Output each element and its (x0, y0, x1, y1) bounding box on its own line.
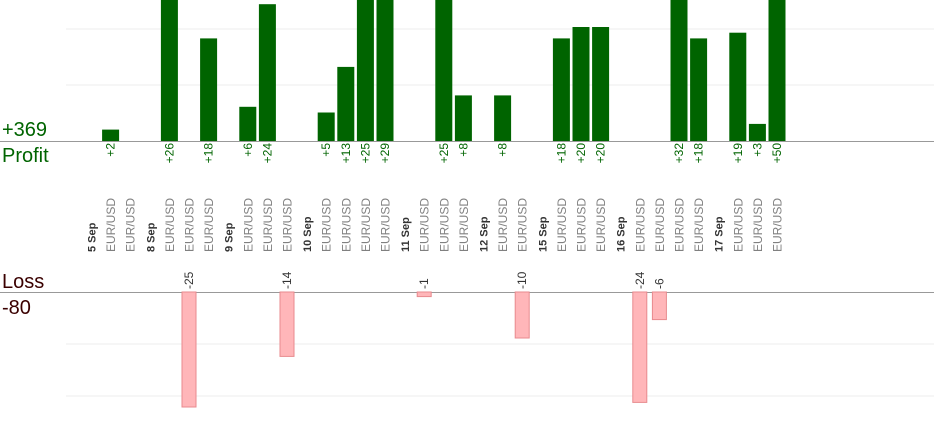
symbol-label: EUR/USD (359, 198, 373, 252)
profit-value-label: +32 (672, 143, 686, 164)
profit-bar (552, 38, 570, 141)
symbol-label: EUR/USD (594, 198, 608, 252)
profit-bar (102, 129, 120, 141)
symbol-label: EUR/USD (653, 198, 667, 252)
symbol-label: EUR/USD (555, 198, 569, 252)
symbol-label: EUR/USD (771, 198, 785, 252)
profit-value-label: +8 (456, 143, 470, 157)
date-label: 10 Sep (302, 216, 314, 252)
symbol-label: EUR/USD (339, 198, 353, 252)
profit-bar (356, 0, 374, 141)
profit-bar (494, 95, 512, 141)
symbol-label: EUR/USD (124, 198, 138, 252)
profit-value-label: +6 (241, 143, 255, 157)
profit-value-label: +2 (104, 143, 118, 157)
profit-bar (337, 66, 355, 141)
profit-bar (592, 27, 610, 141)
loss-value-label: -25 (182, 271, 196, 289)
profit-value-label: +20 (594, 143, 608, 164)
symbol-label: EUR/USD (575, 198, 589, 252)
loss-value-label: -6 (652, 278, 666, 289)
date-label: 15 Sep (537, 216, 549, 252)
profit-value-label: +3 (750, 143, 764, 157)
date-label: 16 Sep (616, 216, 628, 252)
profit-value-label: +8 (496, 143, 510, 157)
profit-label: Profit (2, 145, 49, 167)
profit-bar (748, 123, 766, 141)
profit-bar (670, 0, 688, 141)
symbol-label: EUR/USD (320, 198, 334, 252)
profit-bar (690, 38, 708, 141)
symbol-label: EUR/USD (633, 198, 647, 252)
profit-bar (454, 95, 472, 141)
symbol-label: EUR/USD (183, 198, 197, 252)
date-label: 9 Sep (224, 222, 236, 252)
symbol-label: EUR/USD (241, 198, 255, 252)
profit-value-label: +18 (554, 143, 568, 164)
profit-bar (317, 112, 335, 141)
profit-value-label: +50 (770, 143, 784, 164)
loss-bar (514, 291, 530, 339)
loss-value-label: -14 (280, 271, 294, 289)
date-label: 12 Sep (479, 216, 491, 252)
profit-value-label: +18 (692, 143, 706, 164)
profit-value-label: +18 (202, 143, 216, 164)
symbol-label: EUR/USD (516, 198, 530, 252)
profit-total: +369 (2, 119, 48, 141)
loss-bar (279, 291, 295, 357)
symbol-label: EUR/USD (731, 198, 745, 252)
symbol-label: EUR/USD (104, 198, 118, 252)
profit-bar (258, 4, 276, 142)
symbol-label: EUR/USD (261, 198, 275, 252)
loss-value-label: -1 (417, 278, 431, 289)
profit-value-label: +13 (339, 143, 353, 164)
profit-value-label: +20 (574, 143, 588, 164)
profit-bar (160, 0, 178, 141)
symbol-label: EUR/USD (437, 198, 451, 252)
symbol-label: EUR/USD (418, 198, 432, 252)
date-label: 17 Sep (714, 216, 726, 252)
symbol-label: EUR/USD (751, 198, 765, 252)
profit-value-label: +29 (378, 143, 392, 164)
symbol-label: EUR/USD (379, 198, 393, 252)
symbol-label: EUR/USD (496, 198, 510, 252)
symbol-label: EUR/USD (457, 198, 471, 252)
profit-bar (376, 0, 394, 141)
loss-bar (416, 291, 432, 298)
symbol-label: EUR/USD (673, 198, 687, 252)
date-label: 11 Sep (400, 217, 412, 252)
loss-bar (632, 291, 648, 403)
date-label: 8 Sep (145, 222, 157, 252)
loss-label: Loss (2, 271, 45, 293)
profit-bar (435, 0, 453, 141)
profit-bar (768, 0, 786, 141)
date-label: 5 Sep (87, 222, 99, 252)
loss-total: -80 (2, 297, 31, 319)
profit-value-label: +5 (319, 143, 333, 157)
symbol-label: EUR/USD (163, 198, 177, 252)
loss-bar (181, 291, 197, 408)
profit-value-label: +19 (731, 143, 745, 164)
loss-value-label: -24 (633, 271, 647, 289)
symbol-label: EUR/USD (202, 198, 216, 252)
profit-bar (572, 27, 590, 141)
loss-bar (651, 291, 667, 321)
profit-value-label: +25 (437, 143, 451, 164)
profit-bar (239, 106, 257, 141)
profit-value-label: +25 (358, 143, 372, 164)
profit-bar (729, 32, 747, 142)
profit-value-label: +26 (162, 143, 176, 164)
profit-bar (200, 38, 218, 141)
loss-value-label: -10 (515, 271, 529, 289)
symbol-label: EUR/USD (281, 198, 295, 252)
profit-value-label: +24 (260, 143, 274, 164)
symbol-label: EUR/USD (692, 198, 706, 252)
